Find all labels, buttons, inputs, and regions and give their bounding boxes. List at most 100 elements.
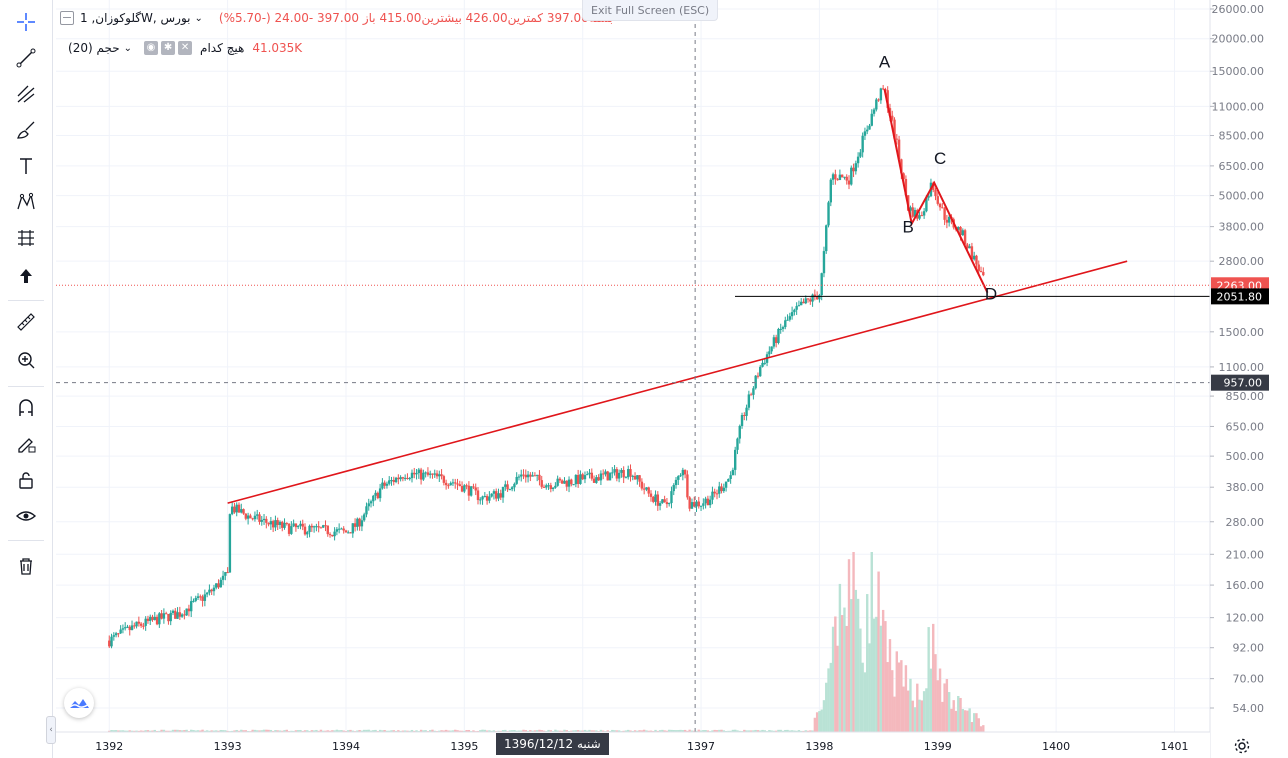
pitchfork-icon[interactable] (10, 80, 42, 108)
volume-bar (932, 623, 935, 732)
exit-fullscreen-button[interactable]: Exit Full Screen (ESC) (582, 0, 719, 21)
candlesticks (108, 85, 985, 649)
volume-bar (226, 730, 229, 732)
volume-bar (117, 730, 120, 732)
candle-body (654, 494, 657, 502)
support-price-badge: 2051.80 (1217, 290, 1263, 303)
candle-body (786, 319, 789, 321)
candle-body (467, 485, 471, 496)
volume-bar (966, 710, 969, 732)
candle-body (410, 472, 414, 479)
trend-line-icon[interactable] (10, 44, 42, 72)
volume-bar (483, 729, 487, 732)
candle-body (149, 616, 152, 621)
arrow-up-icon[interactable] (10, 262, 42, 290)
volume-bar (160, 729, 163, 732)
volume-bar (312, 730, 316, 732)
volume-bar (622, 730, 625, 732)
volume-bar (397, 730, 400, 732)
candle-body (861, 135, 864, 153)
candle-body (538, 474, 541, 481)
volume-bar (331, 730, 334, 732)
chevron-down-icon[interactable]: ⌄ (123, 42, 133, 54)
candle-body (608, 473, 612, 481)
volume-bar (688, 729, 691, 732)
volume-bar (563, 729, 566, 732)
candle-body (497, 493, 500, 499)
candle-body (683, 469, 687, 475)
candle-body (522, 474, 525, 476)
candle-body (435, 473, 439, 477)
candle-body (551, 487, 555, 489)
volume-bar (788, 730, 792, 732)
volume-bar (881, 609, 885, 732)
eye-icon[interactable] (10, 502, 42, 530)
volume-bar (745, 730, 748, 732)
text-tool-icon[interactable] (10, 152, 42, 180)
candle-body (784, 320, 787, 328)
gear-icon[interactable] (1232, 736, 1252, 756)
candle-body (506, 484, 509, 490)
volume-bar (374, 729, 377, 732)
volume-bar (656, 730, 660, 732)
symbol-title[interactable]: گلوکوزان, 1W, بورس (80, 11, 191, 25)
candle-body (620, 469, 623, 473)
gear-icon[interactable]: ✱ (161, 41, 176, 55)
volume-bar (909, 678, 912, 732)
volume-value: 41.035K (252, 41, 303, 55)
candle-body (442, 476, 446, 483)
candle-body (283, 522, 286, 528)
volume-bar (158, 730, 161, 732)
ruler-icon[interactable] (10, 308, 42, 336)
crosshair-icon[interactable] (10, 8, 42, 36)
candle-body (501, 486, 505, 498)
candle-body (756, 375, 760, 377)
zoom-in-icon[interactable] (10, 346, 42, 374)
pattern-icon[interactable] (10, 188, 42, 216)
candle-body (158, 613, 161, 625)
tradingview-logo-icon[interactable] (64, 688, 94, 718)
volume-bar (454, 729, 457, 732)
lock-icon[interactable] (10, 466, 42, 494)
time-tick-label: 1395 (450, 740, 478, 753)
price-tick-label: 11000.00 (1212, 100, 1265, 113)
eye-toggle-icon[interactable]: ◉ (144, 41, 159, 55)
volume-bar (861, 662, 864, 732)
magnet-icon[interactable] (10, 394, 42, 422)
candle-body (133, 625, 136, 627)
candle-body (897, 139, 901, 160)
candle-body (970, 246, 974, 260)
prediction-icon[interactable] (10, 224, 42, 252)
volume-bar (114, 730, 118, 732)
volume-bar (431, 729, 434, 732)
candle-body (454, 482, 457, 484)
volume-bar (959, 697, 962, 732)
candle-body (820, 273, 823, 296)
volume-bar (155, 730, 159, 732)
close-icon[interactable]: ✕ (178, 41, 193, 55)
brush-icon[interactable] (10, 116, 42, 144)
volume-bar (176, 729, 179, 732)
candle-body (672, 485, 675, 492)
candle-body (374, 492, 377, 496)
candle-body (959, 227, 962, 236)
candle-body (843, 176, 846, 178)
candle-body (249, 515, 252, 519)
volume-bar (811, 730, 814, 732)
volume-bar (192, 730, 195, 732)
volume-bar (638, 730, 641, 732)
candle-body (545, 485, 548, 488)
volume-bar (299, 729, 302, 732)
volume-bar (695, 730, 698, 732)
chevron-down-icon[interactable]: ⌄ (194, 12, 203, 24)
trash-icon[interactable] (10, 552, 42, 580)
toolbar-divider (8, 386, 44, 387)
volume-bar (774, 730, 778, 732)
pencil-lock-icon[interactable] (10, 430, 42, 458)
collapse-legend-icon[interactable] (60, 11, 74, 25)
toolbar-collapse-button[interactable]: ‹ (46, 716, 56, 744)
volume-bar (224, 730, 227, 732)
candle-body (804, 298, 807, 304)
volume-bar (408, 730, 411, 732)
